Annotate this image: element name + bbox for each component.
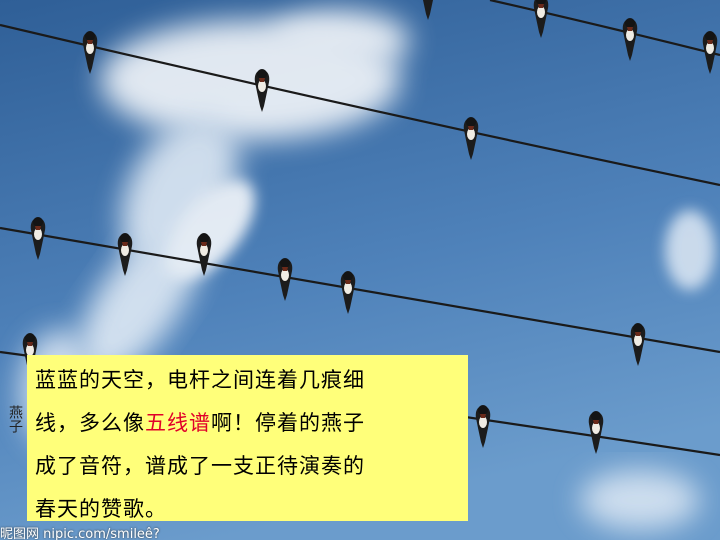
caption-box: 蓝蓝的天空，电杆之间连着几痕细 线，多么像五线谱啊！停着的燕子 成了音符，谱成了…: [27, 355, 468, 521]
side-watermark: 燕子: [7, 405, 23, 433]
caption-line-2-end: 啊！停着的燕子: [211, 411, 365, 435]
caption-line-1: 蓝蓝的天空，电杆之间连着几痕细: [35, 368, 365, 392]
caption-line-3: 成了音符，谱成了一支正待演奏的: [35, 454, 365, 478]
caption-line-2: 线，多么像五线谱啊！停着的燕子: [35, 402, 458, 445]
nipic-watermark: 昵图网 nipic.com/smileê?: [0, 527, 160, 540]
wire-1: [489, 0, 720, 57]
caption-line-2-start: 线，多么像: [35, 411, 145, 435]
caption-highlight: 五线谱: [145, 411, 211, 435]
caption-line-4: 春天的赞歌。: [35, 497, 167, 521]
wire-2: [0, 23, 720, 187]
wire-3: [0, 226, 720, 354]
